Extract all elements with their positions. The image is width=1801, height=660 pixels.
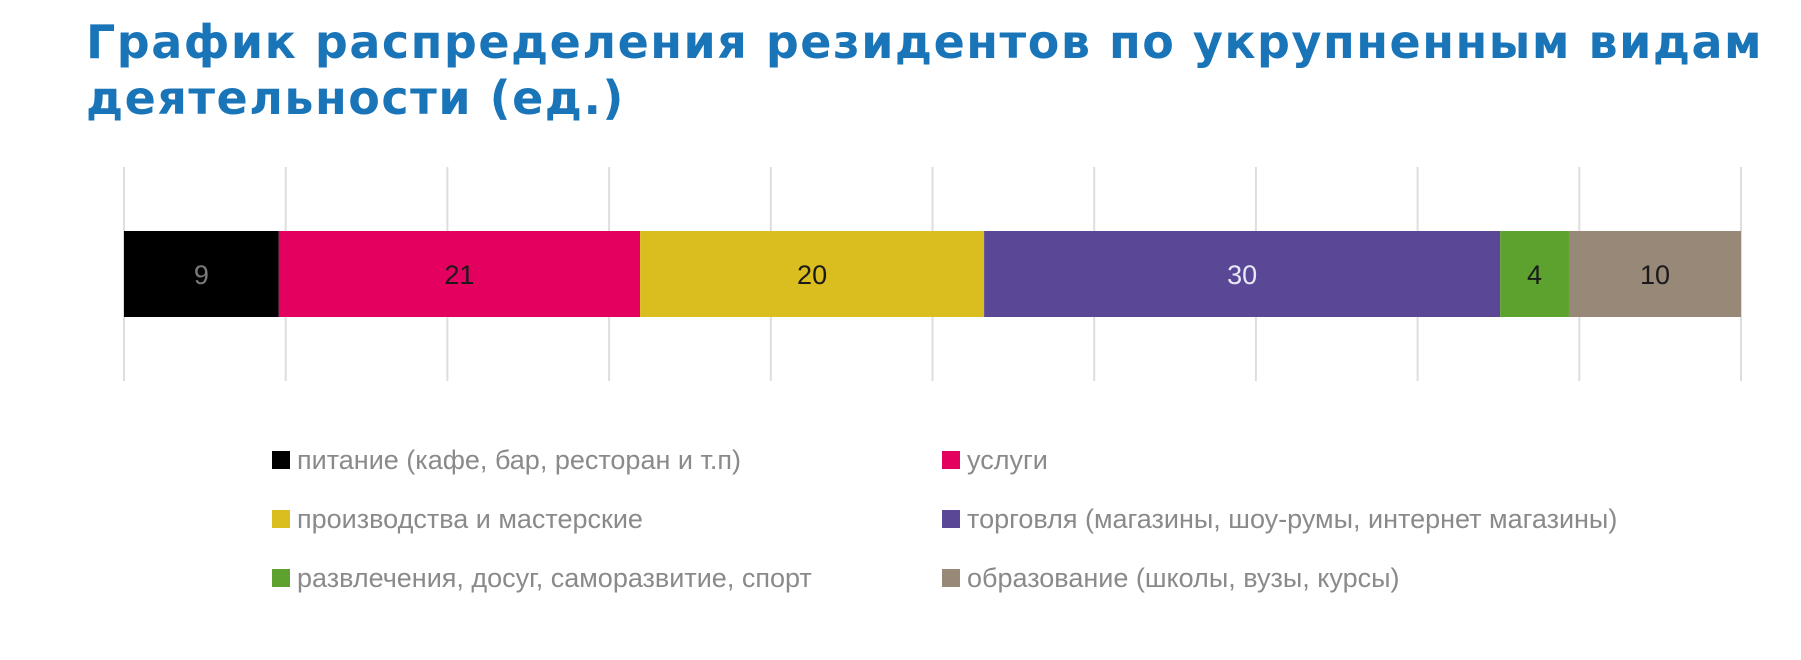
bar-segment (124, 231, 279, 317)
legend-label: развлечения, досуг, саморазвитие, спорт (297, 562, 812, 593)
data-label: 30 (1227, 260, 1257, 290)
bar-segment (1568, 231, 1741, 317)
legend-swatch (942, 569, 960, 587)
bar-segment (278, 231, 641, 317)
data-label: 20 (797, 260, 827, 290)
legend-label: услуги (967, 444, 1048, 475)
bar-segment (640, 231, 985, 317)
legend-swatch (942, 451, 960, 469)
data-labels: 9 21 20 30 4 10 (194, 260, 1670, 290)
bar-segment (1500, 231, 1569, 317)
legend-label: образование (школы, вузы, курсы) (967, 562, 1400, 593)
legend-swatch (272, 510, 290, 528)
legend-swatch (942, 510, 960, 528)
legend: питание (кафе, бар, ресторан и т.п) услу… (272, 440, 1652, 620)
legend-label: производства и мастерские (297, 503, 643, 534)
legend-item: питание (кафе, бар, ресторан и т.п) (272, 440, 741, 480)
legend-label: торговля (магазины, шоу-румы, интернет м… (967, 503, 1618, 534)
legend-swatch (272, 451, 290, 469)
legend-item: торговля (магазины, шоу-румы, интернет м… (942, 499, 1617, 539)
legend-label: питание (кафе, бар, ресторан и т.п) (297, 444, 741, 475)
stacked-bar-chart: 9 21 20 30 4 10 (123, 167, 1742, 381)
data-label: 9 (194, 260, 209, 290)
legend-swatch (272, 569, 290, 587)
legend-item: образование (школы, вузы, курсы) (942, 558, 1400, 598)
legend-item: услуги (942, 440, 1048, 480)
data-label: 21 (444, 260, 474, 290)
legend-item: производства и мастерские (272, 499, 643, 539)
chart-title: График распределения резидентов по укруп… (86, 15, 1764, 125)
data-label: 10 (1640, 260, 1670, 290)
bar-segment (984, 231, 1501, 317)
legend-item: развлечения, досуг, саморазвитие, спорт (272, 558, 812, 598)
data-label: 4 (1527, 260, 1542, 290)
bar-segments (124, 231, 1741, 317)
